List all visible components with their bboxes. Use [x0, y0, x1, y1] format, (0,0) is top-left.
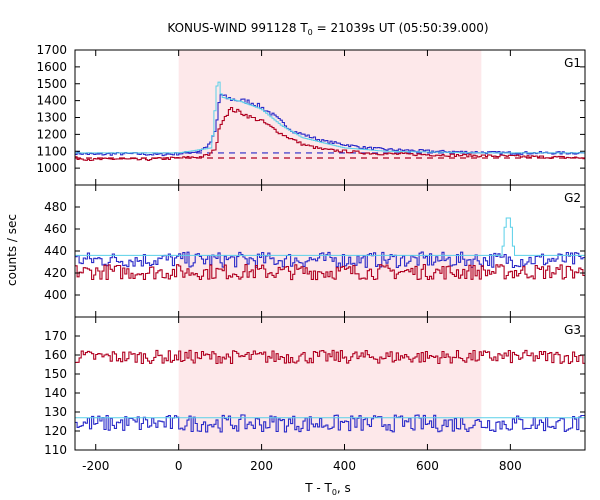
y-tick-label: 1200: [36, 127, 67, 141]
y-tick-label: 1600: [36, 60, 67, 74]
series-blue-g1: [75, 94, 585, 157]
x-axis-label: T - T0, s: [304, 481, 351, 497]
panel-g1: 1000 1100 1200 1300 1400 1500 1600 1700 G1: [36, 43, 586, 186]
panel-frame: [74, 316, 586, 451]
y-tick-label: 420: [44, 266, 67, 280]
series-red-g3: [75, 349, 585, 365]
panels: 10001100120013001400150016001700G1400420…: [36, 43, 586, 473]
x-tick-label: -200: [82, 459, 109, 473]
y-tick-label: 150: [44, 367, 67, 381]
panel-label: G2: [564, 191, 581, 205]
y-tick-label: 120: [44, 424, 67, 438]
series-red-g2: [75, 263, 585, 281]
y-tick-label: 440: [44, 244, 67, 258]
shaded-interval: [178, 317, 482, 450]
x-tick-label: 800: [499, 459, 522, 473]
y-tick-label: 1300: [36, 111, 67, 125]
y-tick-label: 1000: [36, 161, 67, 175]
x-tick-label: 200: [250, 459, 273, 473]
series-red-g1: [75, 106, 585, 161]
y-tick-label: 1400: [36, 94, 67, 108]
y-tick-label: 140: [44, 386, 67, 400]
y-axis-label: counts / sec: [5, 214, 19, 286]
series-cyan-g1: [75, 81, 585, 154]
y-tick-label: 400: [44, 288, 67, 302]
y-tick-label: 1700: [36, 43, 67, 57]
series-cyan-g2: [75, 217, 585, 256]
series-blue-g2: [75, 251, 585, 269]
shaded-interval: [178, 50, 482, 185]
shaded-interval: [178, 185, 482, 317]
series-blue-g3: [75, 414, 585, 433]
x-tick-label: 400: [333, 459, 356, 473]
panel-g2: 400 420 440 460 480 G2: [44, 184, 586, 318]
chart-title: KONUS-WIND 991128 T0 = 21039s UT (05:50:…: [167, 21, 488, 37]
x-tick-label: 0: [175, 459, 183, 473]
y-tick-label: 130: [44, 405, 67, 419]
y-tick-label: 460: [44, 222, 67, 236]
panel-label: G1: [564, 56, 581, 70]
y-tick-label: 160: [44, 348, 67, 362]
y-tick-label: 480: [44, 200, 67, 214]
y-tick-label: 1100: [36, 144, 67, 158]
x-tick-label: 600: [416, 459, 439, 473]
y-tick-label: 110: [44, 443, 67, 457]
panel-g3: 110 120 130 140 150 160 170 G3: [44, 316, 586, 457]
y-tick-label: 1500: [36, 77, 67, 91]
y-tick-label: 170: [44, 329, 67, 343]
panel-label: G3: [564, 323, 581, 337]
